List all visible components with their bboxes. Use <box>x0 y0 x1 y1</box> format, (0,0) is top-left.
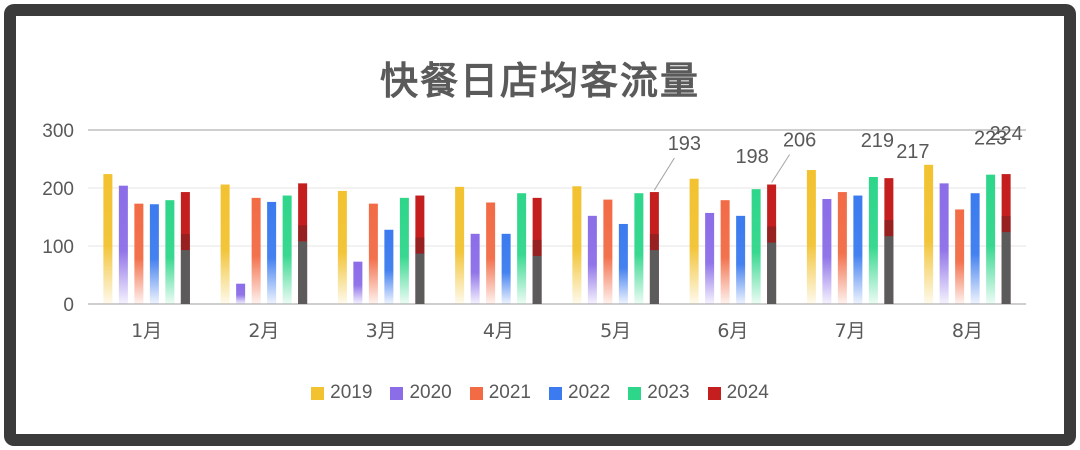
bar-2019-4月 <box>455 186 465 304</box>
bar-2019-6月 <box>689 178 699 304</box>
bar-2019-3月 <box>337 190 347 304</box>
bar-2020-7月 <box>822 199 832 304</box>
legend-item-2024: 2024 <box>707 382 769 404</box>
bar-2021-6月 <box>720 200 730 304</box>
bar-blend-2024-5月 <box>649 234 659 251</box>
legend-label: 2020 <box>409 382 452 403</box>
bar-blend-2024-4月 <box>532 239 542 256</box>
bar-2019-2月 <box>220 184 230 304</box>
x-tick-label: 8月 <box>952 320 983 342</box>
bar-blend-2024-3月 <box>415 237 425 254</box>
bar-2023-3月 <box>399 197 409 304</box>
y-tick-label: 0 <box>63 295 74 316</box>
data-label: 224 <box>989 123 1022 145</box>
legend-swatch <box>628 386 642 400</box>
data-label: 219 <box>861 130 894 152</box>
legend-item-2021: 2021 <box>469 382 531 404</box>
bar-base-2024-7月 <box>884 236 894 304</box>
y-tick-label: 200 <box>42 179 74 200</box>
bar-base-2024-2月 <box>298 241 308 304</box>
bar-2020-5月 <box>587 215 597 304</box>
bar-2022-1月 <box>149 204 159 304</box>
chart-title: 快餐日店均客流量 <box>379 59 700 103</box>
data-label: 198 <box>735 146 768 168</box>
bar-2023-5月 <box>634 193 644 304</box>
x-tick-label: 7月 <box>835 320 866 342</box>
chart-frame: 快餐日店均客流量 0 100 200 300 1月 2月 3月 4月 5月 6月 7月 8月 193 19… <box>4 4 1076 446</box>
bar-2021-3月 <box>368 203 378 304</box>
x-tick-label: 4月 <box>483 320 514 342</box>
bar-2022-2月 <box>267 201 277 304</box>
bar-blend-2024-8月 <box>1001 216 1011 233</box>
bar-base-2024-8月 <box>1001 232 1011 304</box>
bar-base-2024-3月 <box>415 253 425 304</box>
legend-label: 2019 <box>330 382 373 403</box>
data-label: 223 <box>974 128 1007 150</box>
bar-2023-4月 <box>517 193 527 304</box>
bar-2022-6月 <box>736 215 746 304</box>
bar-2020-8月 <box>939 183 949 304</box>
x-tick-label: 1月 <box>131 320 162 342</box>
bar-2020-1月 <box>118 185 128 304</box>
bar-base-2024-6月 <box>767 242 777 304</box>
bar-2022-8月 <box>970 193 980 304</box>
x-tick-label: 3月 <box>366 320 397 342</box>
bar-blend-2024-2月 <box>298 225 308 242</box>
x-tick-label: 5月 <box>600 320 631 342</box>
legend-swatch <box>469 386 483 400</box>
bar-2023-6月 <box>751 189 761 304</box>
legend-swatch <box>707 386 721 400</box>
legend-swatch <box>549 386 562 400</box>
x-tick-label: 6月 <box>717 320 748 342</box>
legend-item-2019: 2019 <box>311 382 372 404</box>
legend-item-2022: 2022 <box>549 382 610 404</box>
data-label: 206 <box>783 130 816 152</box>
bar-2020-4月 <box>470 233 480 304</box>
bar-2020-2月 <box>236 283 246 304</box>
bar-base-2024-4月 <box>532 255 542 304</box>
data-label-leader <box>653 157 675 191</box>
bar-2022-3月 <box>384 229 394 304</box>
bar-blend-2024-6月 <box>767 226 777 243</box>
x-tick-label: 2月 <box>248 320 279 342</box>
bar-2022-4月 <box>501 233 511 304</box>
bar-2019-1月 <box>103 174 113 304</box>
bar-2019-5月 <box>572 186 582 304</box>
bar-2021-5月 <box>603 199 613 304</box>
bar-2019-7月 <box>806 170 816 304</box>
legend-label: 2023 <box>647 382 690 403</box>
bar-2023-1月 <box>165 200 175 304</box>
y-tick-label: 100 <box>42 237 74 258</box>
legend-swatch <box>311 386 325 400</box>
y-tick-label: 300 <box>42 121 74 142</box>
bar-2020-6月 <box>705 212 715 304</box>
bar-2023-8月 <box>986 174 996 304</box>
bar-base-2024-5月 <box>649 250 659 304</box>
chart-legend: 2019 2020 2021 2022 2023 2024 <box>16 382 1064 404</box>
bar-2021-1月 <box>134 203 144 304</box>
data-label-leader <box>771 154 791 183</box>
bar-2022-7月 <box>853 195 863 304</box>
bar-2023-2月 <box>282 195 292 304</box>
bar-blend-2024-7月 <box>884 220 894 237</box>
bar-base-2024-1月 <box>180 250 190 304</box>
bar-2023-7月 <box>868 176 878 304</box>
bar-2022-5月 <box>618 223 628 304</box>
legend-label: 2024 <box>726 382 769 403</box>
legend-item-2023: 2023 <box>628 382 690 404</box>
legend-label: 2021 <box>488 382 531 403</box>
bar-2019-8月 <box>924 164 934 304</box>
bar-2021-7月 <box>837 192 847 304</box>
legend-swatch <box>390 386 404 400</box>
chart-plot: 0 100 200 300 1月 2月 3月 4月 5月 6月 7月 8月 193 198 206 21921… <box>42 121 1026 342</box>
bar-blend-2024-1月 <box>180 234 190 251</box>
bar-2020-3月 <box>353 261 363 304</box>
bar-2021-8月 <box>955 209 965 304</box>
legend-label: 2022 <box>568 382 611 403</box>
bar-2021-2月 <box>251 197 261 304</box>
bar-2021-4月 <box>486 202 496 304</box>
data-label: 217 <box>896 141 929 163</box>
legend-item-2020: 2020 <box>390 382 452 404</box>
data-label: 193 <box>668 133 701 155</box>
